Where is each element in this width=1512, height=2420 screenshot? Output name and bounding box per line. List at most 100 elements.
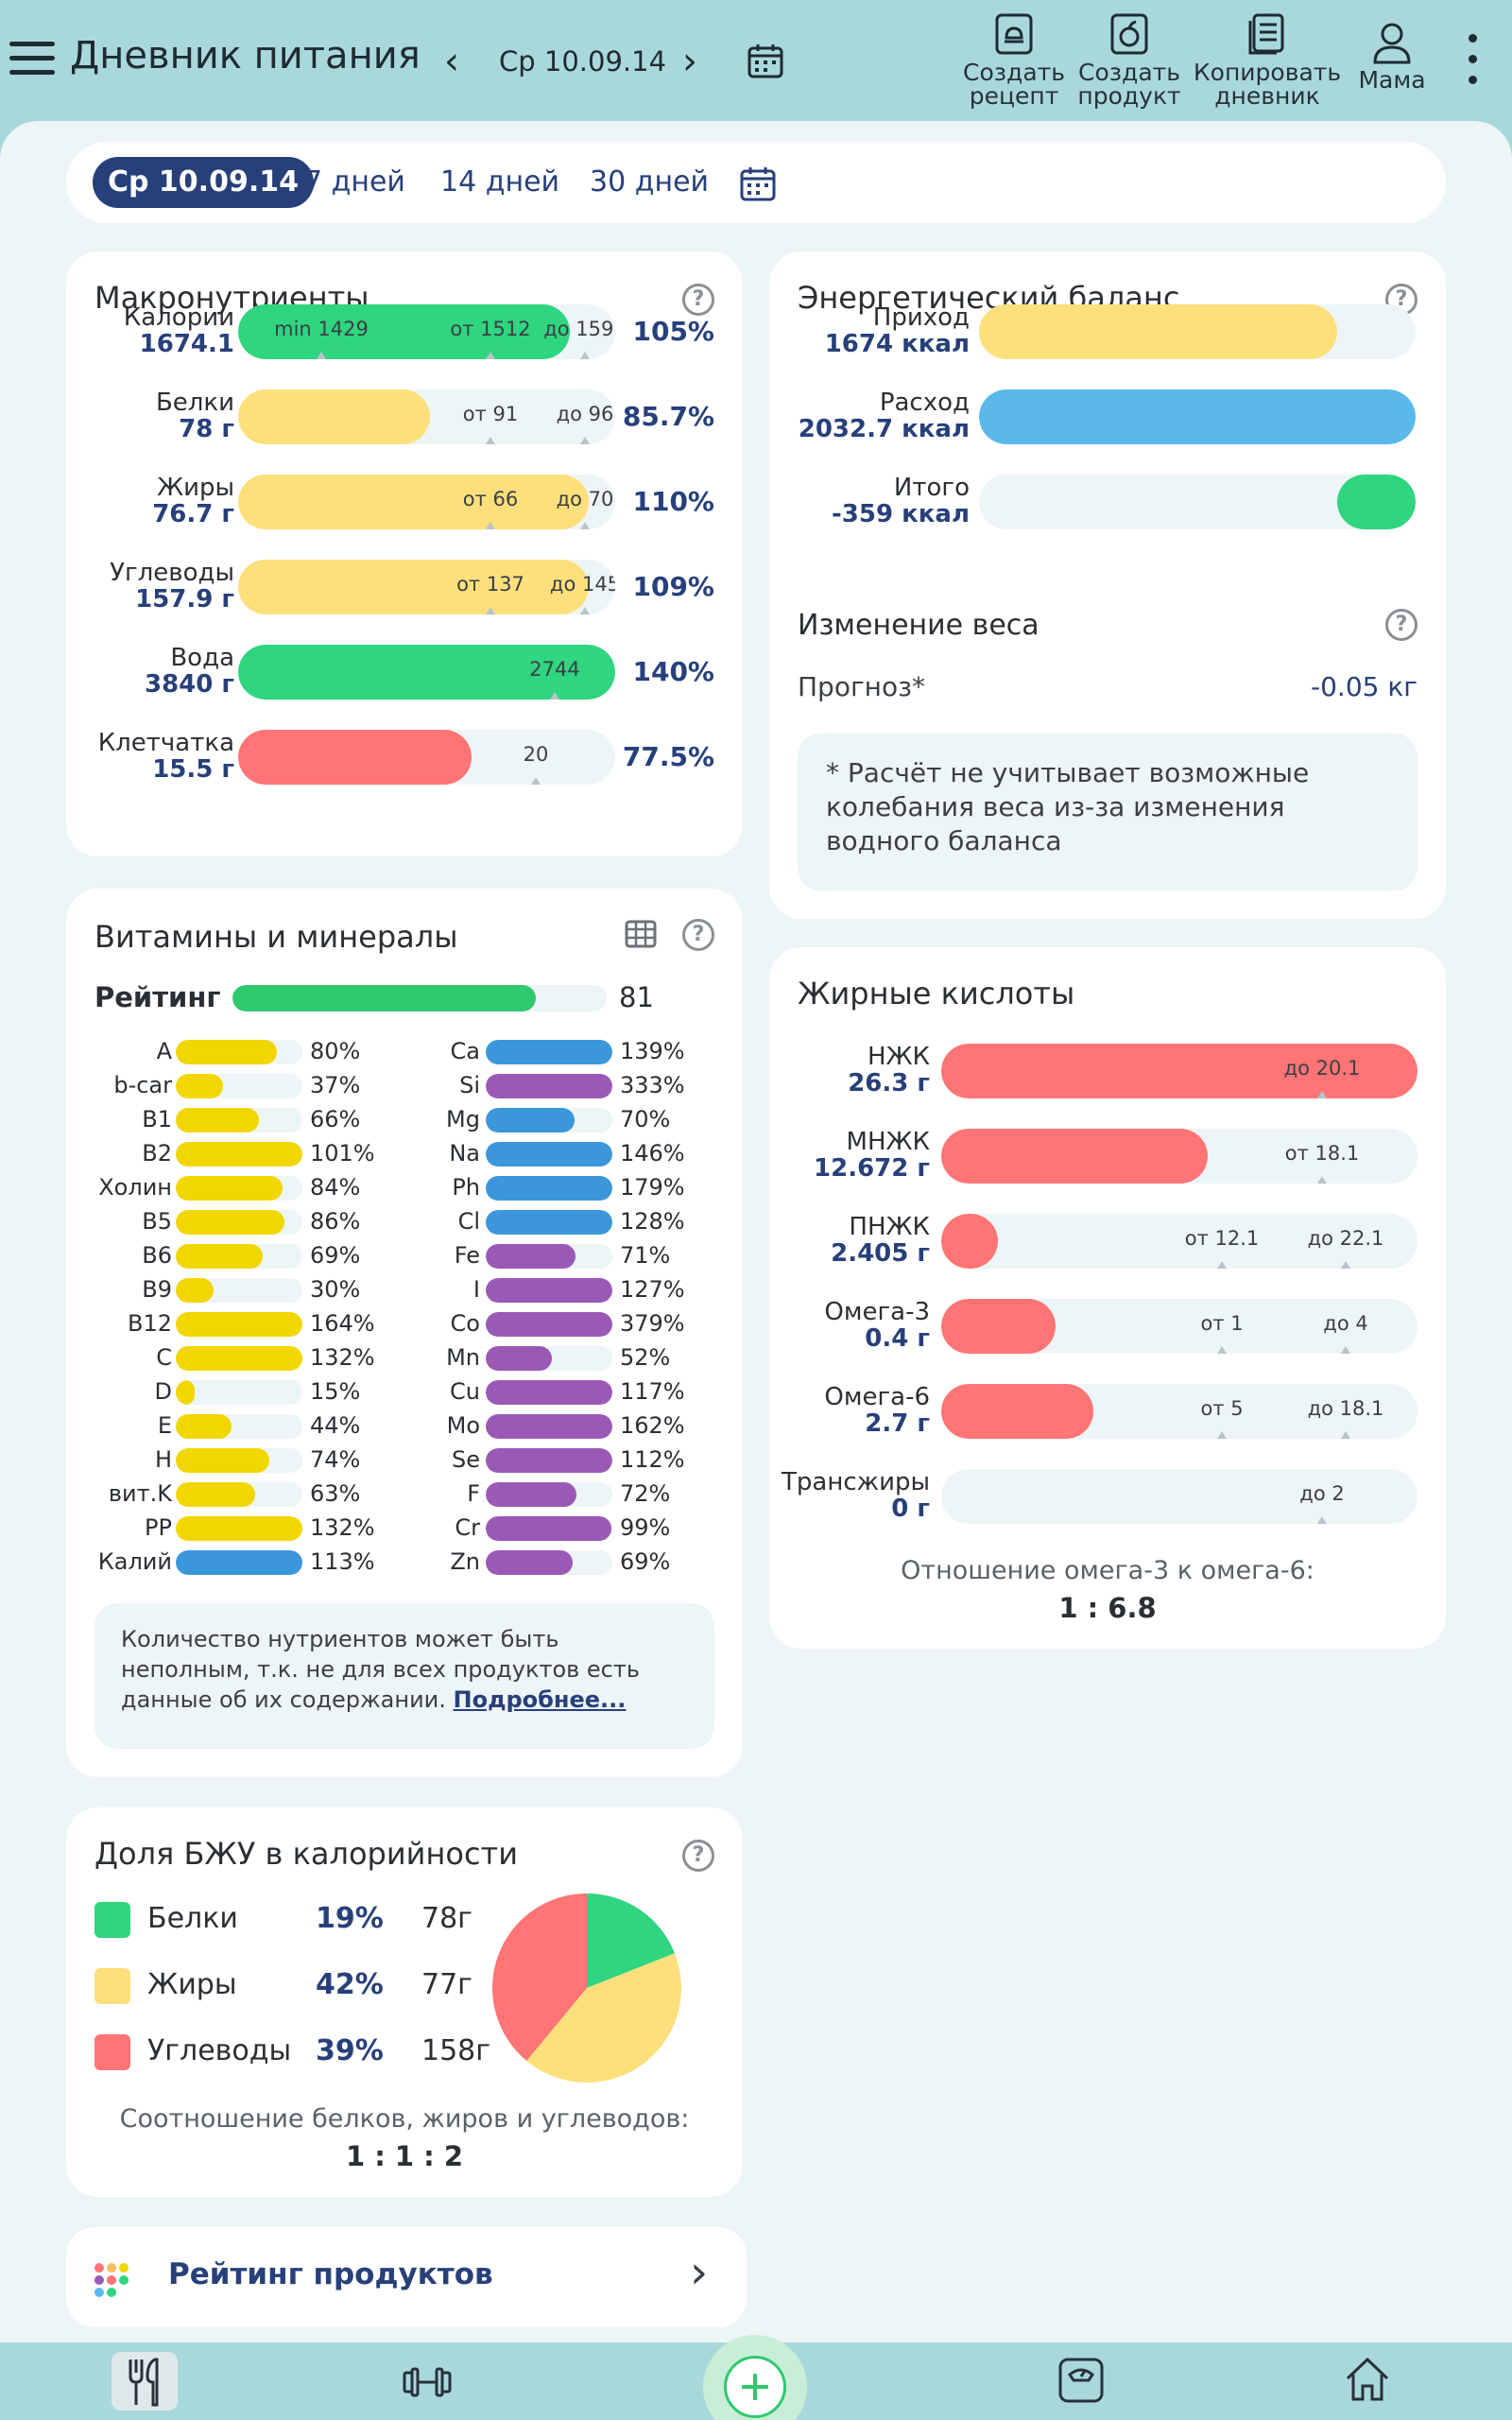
nutrient-name: B6 (142, 1242, 172, 1269)
nutrient-bar-fill (176, 1414, 232, 1439)
vitamins-help-icon[interactable]: ? (682, 919, 714, 951)
macro-label-1: Белки 78 г (66, 389, 234, 446)
macro-marker: от 91 (462, 403, 519, 425)
nutrient-bar (176, 1550, 302, 1575)
nutrient-bar-fill (176, 1108, 259, 1132)
weight-change-title: Изменение веса (798, 609, 1040, 642)
nutrient-name: B2 (142, 1140, 172, 1167)
add-button[interactable] (703, 2335, 807, 2420)
next-day-icon[interactable]: › (682, 40, 697, 83)
legend-name: Углеводы (147, 2034, 292, 2067)
nutrient-bar (486, 1278, 612, 1303)
nutrient-percent: 30% (310, 1276, 361, 1303)
macro-tick (580, 607, 590, 614)
fatty-label-0: НЖК 26.3 г (769, 1044, 930, 1100)
calendar-icon[interactable] (747, 42, 784, 83)
nutrient-percent: 179% (620, 1174, 685, 1201)
app-title: Дневник питания (70, 34, 421, 78)
product-rating-button[interactable]: Рейтинг продуктов › (66, 2227, 747, 2327)
menu-icon[interactable] (9, 42, 55, 76)
macro-label-5: Клетчатка 15.5 г (66, 730, 234, 786)
fatty-name: Омега-3 (824, 1298, 930, 1326)
nutrient-bar-fill (486, 1176, 612, 1201)
fatty-marker: от 18.1 (1284, 1142, 1360, 1165)
fatty-acids-card: Жирные кислоты НЖК 26.3 г до 20.1 МНЖК 12.67… (769, 947, 1446, 1649)
tab-14-days[interactable]: 14 дней (440, 165, 560, 199)
create-recipe-button[interactable]: Создать рецепт (962, 11, 1066, 108)
macro-value: 76.7 г (152, 500, 234, 528)
energy-note: * Расчёт не учитывает возможные колебани… (798, 734, 1418, 890)
bju-help-icon[interactable]: ? (682, 1840, 714, 1872)
nutrient-bar (486, 1550, 612, 1575)
fatty-value: 2.7 г (865, 1409, 930, 1438)
tab-7-days[interactable]: 7 дней (304, 165, 405, 199)
nutrient-bar-fill (176, 1176, 283, 1201)
current-date[interactable]: Ср 10.09.14 (499, 45, 667, 78)
more-icon[interactable] (1467, 34, 1478, 85)
tab-today[interactable]: Ср 10.09.14 (93, 157, 314, 208)
nutrient-bar-fill (486, 1550, 573, 1575)
nutrient-percent: 132% (310, 1344, 375, 1371)
prev-day-icon[interactable]: ‹ (444, 40, 459, 83)
nutrient-bar-fill (486, 1516, 611, 1541)
create-product-button[interactable]: Создать продукт (1077, 11, 1181, 108)
macro-tick (486, 522, 495, 529)
legend-swatch (94, 1902, 130, 1938)
nutrient-bar-fill (176, 1142, 302, 1167)
add-icon (742, 2374, 768, 2400)
energy-value: -359 ккал (832, 500, 970, 528)
bju-title: Доля БЖУ в калорийности (94, 1836, 518, 1872)
workout-tab[interactable] (401, 2363, 454, 2405)
pie-slice-1 (526, 1953, 682, 2083)
table-view-icon[interactable] (624, 917, 658, 955)
macro-bar-fill (238, 645, 615, 700)
more-link[interactable]: Подробнее... (453, 1686, 627, 1713)
nutrient-bar-fill (486, 1108, 575, 1132)
nutrient-bar (176, 1040, 302, 1064)
pie-slice-0 (587, 1893, 675, 1988)
nutrient-name: Калий (97, 1548, 172, 1575)
nutrient-name: Na (449, 1140, 480, 1167)
nutrient-bar (176, 1312, 302, 1337)
nutrient-name: Mg (446, 1106, 480, 1132)
home-tab[interactable] (1342, 2354, 1393, 2409)
nutrient-name: D (154, 1378, 172, 1405)
nutrient-percent: 146% (620, 1140, 685, 1167)
nutrient-bar-fill (176, 1550, 302, 1575)
nutrient-bar-fill (486, 1380, 612, 1405)
macro-percent: 140% (632, 656, 714, 687)
macro-name: Белки (155, 389, 234, 417)
weight-tab[interactable] (1057, 2356, 1106, 2409)
macros-help-icon[interactable]: ? (682, 284, 714, 316)
product-rating-label: Рейтинг продуктов (168, 2257, 493, 2291)
nutrient-bar (176, 1176, 302, 1201)
nutrient-bar-fill (486, 1346, 552, 1371)
macro-name: Калории (123, 303, 234, 332)
copy-diary-button[interactable]: Копировать дневник (1193, 11, 1342, 108)
legend-percent: 19% (316, 1902, 384, 1935)
fatty-marker: до 2 (1299, 1482, 1345, 1505)
fatty-tick (1341, 1431, 1350, 1439)
dumbbell-icon (403, 2367, 452, 2397)
scale-icon (1058, 2358, 1104, 2403)
nutrient-bar (486, 1448, 612, 1473)
macro-marker: до 1595 (543, 318, 614, 340)
create-product-line2: продукт (1077, 82, 1181, 110)
energy-bar-fill (1337, 475, 1416, 529)
diary-tab[interactable] (112, 2352, 178, 2411)
fatty-bar: от 18.1 (941, 1129, 1418, 1184)
macro-bar: от 91 до 96 (238, 389, 615, 444)
nutrient-bar-fill (176, 1482, 255, 1507)
nutrient-bar (486, 1176, 612, 1201)
macro-bar: от 137 до 145 (238, 560, 615, 614)
period-calendar-icon[interactable] (739, 164, 777, 206)
nutrient-name: B1 (142, 1106, 172, 1132)
nutrient-percent: 113% (310, 1548, 375, 1575)
weight-help-icon[interactable]: ? (1385, 609, 1418, 641)
nutrient-bar-fill (486, 1448, 612, 1473)
nutrient-bar (486, 1210, 612, 1235)
legend-name: Жиры (147, 1968, 237, 2001)
profile-button[interactable]: Мама (1351, 21, 1433, 92)
macro-value: 3840 г (145, 670, 234, 699)
tab-30-days[interactable]: 30 дней (590, 165, 710, 199)
